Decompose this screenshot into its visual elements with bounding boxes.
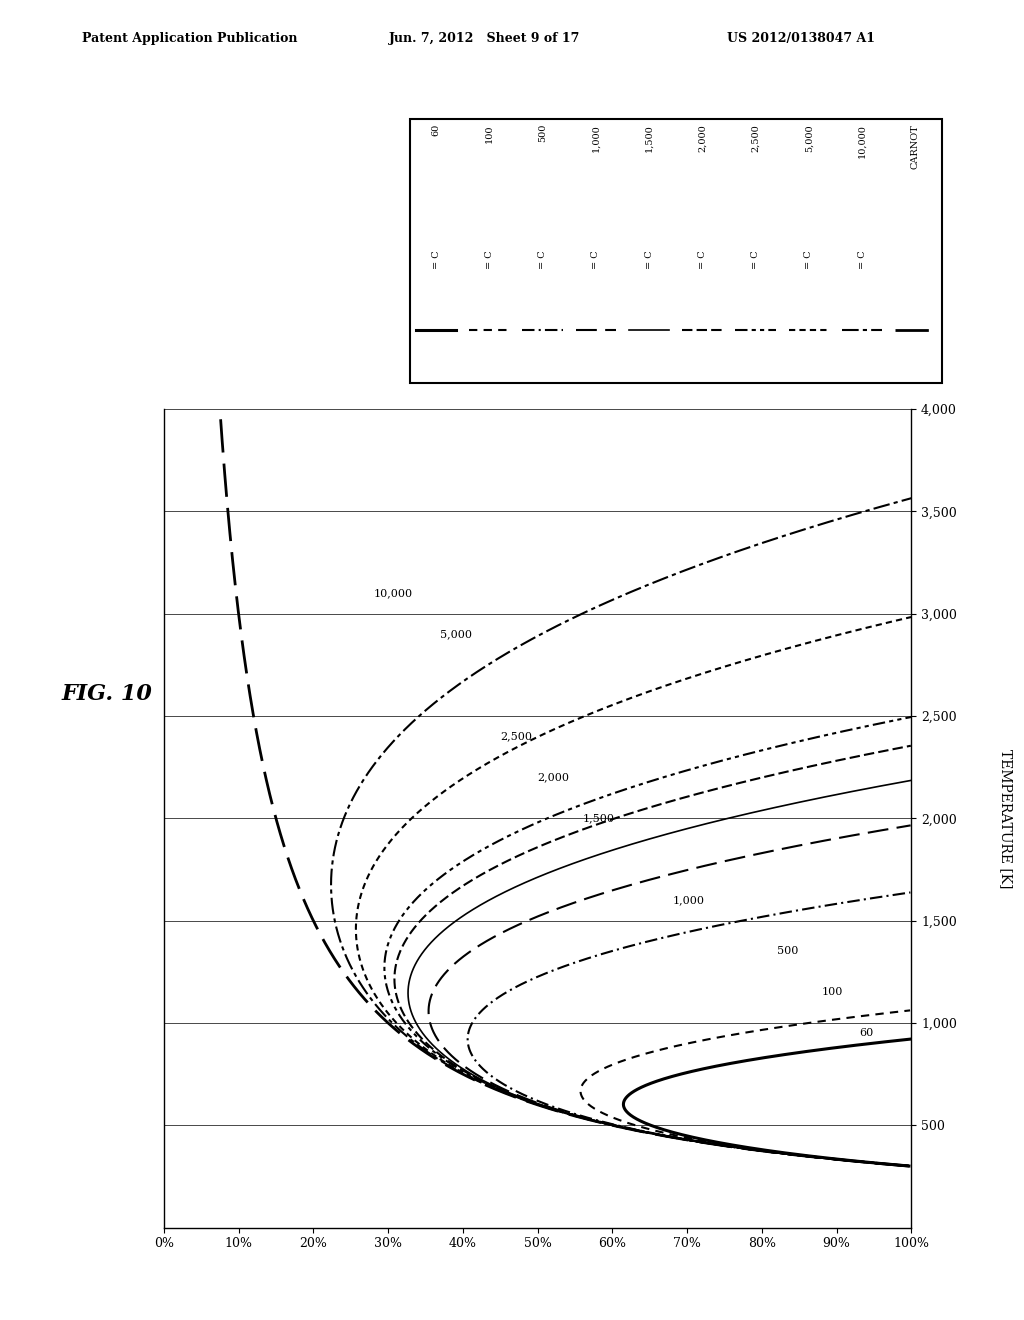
- Text: 500: 500: [539, 124, 547, 143]
- Text: 100: 100: [821, 987, 843, 998]
- Text: = C: = C: [698, 251, 707, 269]
- Y-axis label: TEMPERATURE [K]: TEMPERATURE [K]: [998, 748, 1013, 888]
- Text: = C: = C: [752, 251, 760, 269]
- Text: = C: = C: [592, 251, 600, 269]
- Text: 1,500: 1,500: [645, 124, 653, 152]
- Text: CARNOT: CARNOT: [911, 124, 920, 169]
- Text: 60: 60: [859, 1028, 873, 1039]
- Text: 10,000: 10,000: [858, 124, 866, 158]
- Text: FIG. 10: FIG. 10: [61, 682, 153, 705]
- Text: = C: = C: [485, 251, 494, 269]
- Text: Jun. 7, 2012   Sheet 9 of 17: Jun. 7, 2012 Sheet 9 of 17: [389, 32, 581, 45]
- Text: 5,000: 5,000: [440, 630, 472, 639]
- Text: Patent Application Publication: Patent Application Publication: [82, 32, 297, 45]
- Text: US 2012/0138047 A1: US 2012/0138047 A1: [727, 32, 876, 45]
- Text: 60: 60: [432, 124, 440, 136]
- Text: 10,000: 10,000: [373, 589, 413, 598]
- Text: = C: = C: [539, 251, 547, 269]
- Text: = C: = C: [432, 251, 440, 269]
- Text: 1,000: 1,000: [672, 895, 705, 906]
- Text: 2,000: 2,000: [538, 772, 569, 783]
- Text: = C: = C: [645, 251, 653, 269]
- Text: 2,000: 2,000: [698, 124, 707, 152]
- Text: 1,500: 1,500: [583, 813, 614, 824]
- Text: 5,000: 5,000: [805, 124, 813, 152]
- Text: 1,000: 1,000: [592, 124, 600, 152]
- Text: 500: 500: [777, 946, 798, 957]
- Text: 2,500: 2,500: [500, 731, 532, 742]
- Text: 100: 100: [485, 124, 494, 143]
- Text: = C: = C: [805, 251, 813, 269]
- Text: 2,500: 2,500: [752, 124, 760, 152]
- Text: = C: = C: [858, 251, 866, 269]
